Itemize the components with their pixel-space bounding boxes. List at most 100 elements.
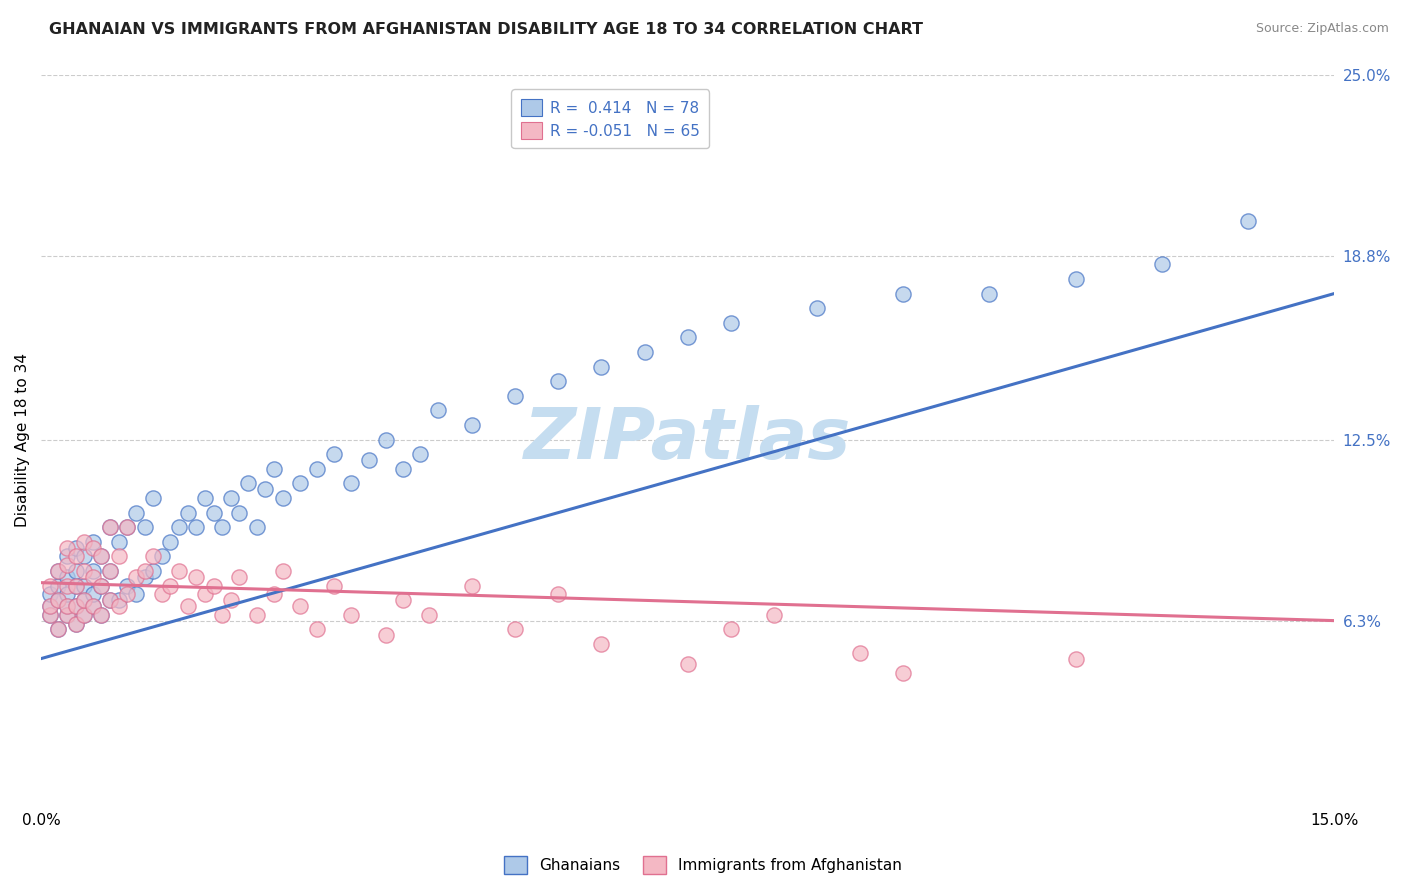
Point xyxy=(409,447,432,461)
Point xyxy=(82,570,104,584)
Point xyxy=(254,482,277,496)
Point xyxy=(134,564,156,578)
Point xyxy=(633,345,655,359)
Point xyxy=(73,593,96,607)
Point xyxy=(461,578,484,592)
Point xyxy=(117,578,139,592)
Point xyxy=(48,578,70,592)
Point xyxy=(82,534,104,549)
Point xyxy=(288,599,311,613)
Point xyxy=(107,534,129,549)
Point xyxy=(271,564,294,578)
Point xyxy=(340,607,363,622)
Point xyxy=(271,491,294,505)
Point xyxy=(323,578,346,592)
Point xyxy=(176,599,198,613)
Point xyxy=(676,330,699,344)
Point xyxy=(1064,272,1087,286)
Point xyxy=(56,549,79,564)
Point xyxy=(98,564,121,578)
Point xyxy=(228,570,250,584)
Point xyxy=(375,433,398,447)
Point xyxy=(117,520,139,534)
Point xyxy=(38,607,60,622)
Point xyxy=(65,578,87,592)
Point xyxy=(98,593,121,607)
Point xyxy=(194,587,217,601)
Point xyxy=(891,666,914,681)
Point xyxy=(194,491,217,505)
Point xyxy=(849,646,872,660)
Point xyxy=(98,520,121,534)
Point xyxy=(305,623,328,637)
Point xyxy=(392,593,415,607)
Point xyxy=(38,607,60,622)
Point xyxy=(56,570,79,584)
Point xyxy=(48,564,70,578)
Point xyxy=(418,607,440,622)
Point xyxy=(176,506,198,520)
Point xyxy=(211,520,233,534)
Point xyxy=(591,637,613,651)
Point xyxy=(167,520,190,534)
Point xyxy=(503,623,526,637)
Point xyxy=(150,587,173,601)
Point xyxy=(236,476,259,491)
Point xyxy=(82,599,104,613)
Text: GHANAIAN VS IMMIGRANTS FROM AFGHANISTAN DISABILITY AGE 18 TO 34 CORRELATION CHAR: GHANAIAN VS IMMIGRANTS FROM AFGHANISTAN … xyxy=(49,22,924,37)
Point xyxy=(73,607,96,622)
Point xyxy=(73,607,96,622)
Point xyxy=(48,593,70,607)
Point xyxy=(762,607,785,622)
Point xyxy=(142,564,165,578)
Point xyxy=(48,623,70,637)
Point xyxy=(56,541,79,555)
Point xyxy=(219,593,242,607)
Point xyxy=(891,286,914,301)
Point xyxy=(65,599,87,613)
Point xyxy=(426,403,449,417)
Point xyxy=(288,476,311,491)
Point xyxy=(720,623,742,637)
Point xyxy=(56,578,79,592)
Point xyxy=(263,462,285,476)
Point xyxy=(461,417,484,432)
Point xyxy=(82,541,104,555)
Point xyxy=(720,316,742,330)
Point xyxy=(48,593,70,607)
Point xyxy=(125,587,148,601)
Point xyxy=(65,578,87,592)
Point xyxy=(90,549,112,564)
Point xyxy=(246,607,269,622)
Point xyxy=(90,578,112,592)
Point xyxy=(591,359,613,374)
Point xyxy=(305,462,328,476)
Point xyxy=(167,564,190,578)
Point xyxy=(117,520,139,534)
Point xyxy=(1064,651,1087,665)
Point xyxy=(150,549,173,564)
Point xyxy=(65,616,87,631)
Legend: Ghanaians, Immigrants from Afghanistan: Ghanaians, Immigrants from Afghanistan xyxy=(498,850,908,880)
Point xyxy=(263,587,285,601)
Point xyxy=(56,599,79,613)
Point xyxy=(159,534,181,549)
Point xyxy=(38,587,60,601)
Point xyxy=(134,520,156,534)
Point xyxy=(90,549,112,564)
Point xyxy=(65,616,87,631)
Point xyxy=(202,578,225,592)
Point xyxy=(98,520,121,534)
Point xyxy=(107,593,129,607)
Point xyxy=(159,578,181,592)
Point xyxy=(73,578,96,592)
Point xyxy=(107,599,129,613)
Point xyxy=(90,607,112,622)
Point xyxy=(73,549,96,564)
Point xyxy=(117,587,139,601)
Point xyxy=(202,506,225,520)
Point xyxy=(246,520,269,534)
Point xyxy=(340,476,363,491)
Point xyxy=(503,389,526,403)
Text: ZIPatlas: ZIPatlas xyxy=(524,405,852,474)
